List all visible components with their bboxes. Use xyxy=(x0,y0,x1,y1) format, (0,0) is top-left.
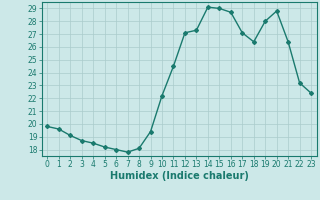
X-axis label: Humidex (Indice chaleur): Humidex (Indice chaleur) xyxy=(110,171,249,181)
